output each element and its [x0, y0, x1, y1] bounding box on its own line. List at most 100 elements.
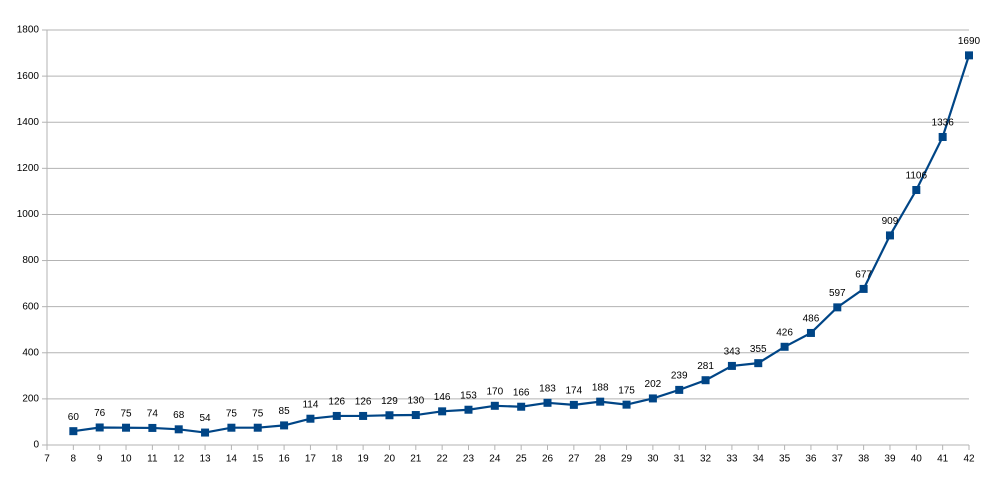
- data-point: [859, 284, 868, 293]
- y-tick-label: 1800: [17, 25, 40, 36]
- data-label: 1690: [958, 36, 981, 47]
- data-label: 74: [147, 409, 159, 420]
- y-tick-label: 1000: [17, 209, 40, 220]
- data-point: [675, 385, 684, 394]
- y-tick-label: 1600: [17, 71, 40, 82]
- x-tick-label: 27: [568, 454, 580, 465]
- data-label: 153: [460, 390, 477, 401]
- data-label: 239: [671, 371, 688, 382]
- data-point: [569, 400, 578, 409]
- x-tick-label: 12: [173, 454, 185, 465]
- data-point: [965, 51, 973, 60]
- data-point: [701, 376, 710, 385]
- x-tick-label: 37: [832, 454, 844, 465]
- data-point: [69, 427, 78, 436]
- x-tick-label: 26: [542, 454, 554, 465]
- data-label: 597: [829, 288, 846, 299]
- data-line: [73, 55, 971, 434]
- x-tick-label: 9: [97, 454, 103, 465]
- data-label: 75: [120, 408, 132, 419]
- x-tick-label: 8: [71, 454, 77, 465]
- data-point: [438, 407, 447, 416]
- data-point: [754, 359, 763, 368]
- data-point: [885, 231, 894, 240]
- x-tick-label: 16: [279, 454, 291, 465]
- data-label: 130: [407, 396, 424, 407]
- data-point: [332, 411, 341, 420]
- data-point: [648, 394, 657, 403]
- data-label: 60: [68, 412, 80, 423]
- data-point: [174, 425, 183, 434]
- data-point: [727, 361, 736, 370]
- data-label: 1106: [906, 171, 928, 182]
- data-label: 486: [803, 314, 820, 325]
- data-label: 355: [750, 344, 767, 355]
- y-tick-label: 200: [22, 394, 39, 405]
- data-label: 281: [697, 361, 714, 372]
- data-label: 677: [855, 270, 872, 281]
- data-point: [148, 423, 157, 432]
- x-tick-label: 38: [858, 454, 870, 465]
- data-point: [833, 303, 842, 312]
- data-point: [201, 428, 210, 437]
- data-point: [385, 411, 394, 420]
- data-label: 129: [381, 396, 398, 407]
- data-label: 170: [486, 386, 503, 397]
- data-label: 146: [434, 392, 451, 403]
- data-label: 188: [592, 382, 609, 393]
- data-point: [622, 400, 631, 409]
- x-tick-label: 28: [595, 454, 607, 465]
- data-point: [780, 342, 789, 351]
- x-tick-label: 33: [726, 454, 738, 465]
- data-point: [464, 405, 473, 414]
- data-label: 202: [645, 379, 662, 390]
- data-point: [596, 397, 605, 406]
- x-tick-label: 36: [805, 454, 817, 465]
- data-label: 54: [199, 413, 211, 424]
- x-tick-label: 15: [252, 454, 264, 465]
- data-label: 126: [328, 397, 345, 408]
- x-tick-label: 25: [516, 454, 528, 465]
- data-label: 1336: [932, 118, 955, 129]
- data-point: [517, 402, 526, 411]
- data-label: 166: [513, 387, 530, 398]
- x-tick-label: 21: [410, 454, 422, 465]
- data-label: 126: [355, 397, 372, 408]
- data-point: [122, 423, 131, 432]
- data-point: [806, 328, 815, 337]
- x-tick-label: 34: [753, 454, 765, 465]
- y-tick-label: 1200: [17, 163, 40, 174]
- data-label: 85: [279, 406, 291, 417]
- x-tick-label: 14: [226, 454, 238, 465]
- x-tick-label: 35: [779, 454, 791, 465]
- data-label: 114: [302, 399, 318, 410]
- x-tick-label: 7: [44, 454, 50, 465]
- y-tick-label: 400: [22, 347, 39, 358]
- data-point: [359, 411, 368, 420]
- x-tick-label: 10: [120, 454, 132, 465]
- y-tick-label: 1400: [17, 117, 40, 128]
- data-label: 76: [94, 408, 106, 419]
- data-point: [280, 421, 289, 430]
- x-tick-label: 24: [489, 454, 501, 465]
- data-point: [227, 423, 236, 432]
- x-tick-label: 20: [384, 454, 396, 465]
- data-label: 174: [566, 386, 583, 397]
- x-tick-label: 22: [437, 454, 449, 465]
- data-label: 426: [776, 327, 793, 338]
- data-point: [306, 414, 315, 423]
- data-label: 183: [539, 383, 556, 394]
- x-tick-label: 23: [463, 454, 475, 465]
- data-label: 909: [882, 216, 899, 227]
- data-point: [938, 132, 947, 141]
- x-tick-label: 41: [937, 454, 949, 465]
- x-tick-label: 31: [674, 454, 686, 465]
- y-tick-label: 800: [22, 255, 39, 266]
- y-tick-label: 600: [22, 301, 39, 312]
- data-point: [95, 423, 104, 432]
- data-label: 75: [252, 408, 264, 419]
- x-tick-label: 32: [700, 454, 712, 465]
- x-tick-label: 13: [199, 454, 211, 465]
- x-tick-label: 11: [147, 454, 158, 465]
